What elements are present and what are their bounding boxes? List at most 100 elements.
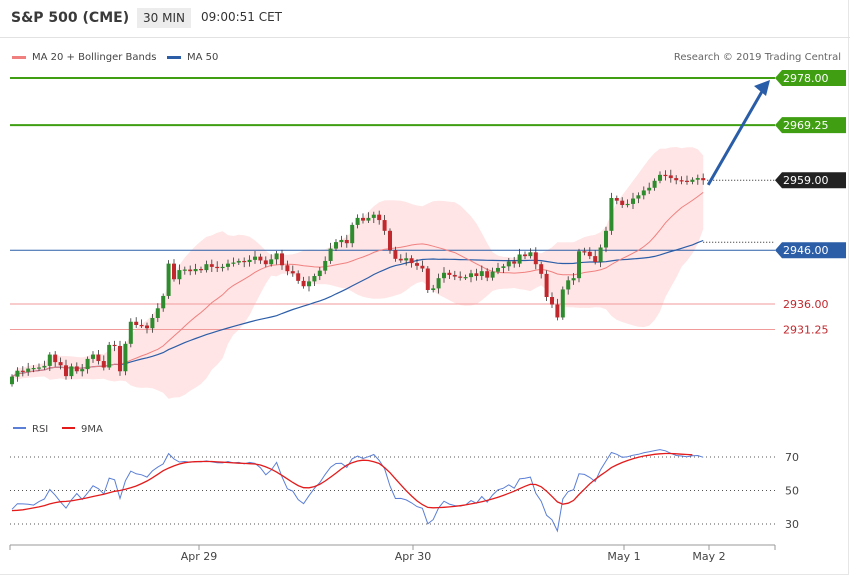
price-tag-bg bbox=[775, 117, 846, 134]
candle-body bbox=[188, 269, 193, 272]
candle-body bbox=[312, 276, 317, 282]
candle-body bbox=[150, 317, 155, 329]
price-tag-label: 2946.00 bbox=[783, 244, 829, 257]
candle-body bbox=[485, 271, 490, 278]
rsi-pane: RSI 9MA 70 50 30 bbox=[10, 424, 799, 533]
candle-body bbox=[26, 368, 31, 372]
rsi-line bbox=[11, 449, 704, 533]
candle-body bbox=[226, 263, 230, 267]
instrument-title: S&P 500 (CME) bbox=[11, 10, 130, 26]
legend-ma50: MA 50 bbox=[167, 52, 218, 63]
candle-body bbox=[685, 180, 689, 182]
candle-body bbox=[344, 239, 349, 244]
candle-body bbox=[166, 263, 171, 296]
candle-body bbox=[258, 256, 263, 261]
candle-body bbox=[463, 277, 468, 279]
candle-body bbox=[609, 197, 614, 231]
candle-body bbox=[571, 278, 576, 281]
projection-arrowhead bbox=[754, 80, 770, 96]
price-tag-support: 2931.25 bbox=[783, 324, 829, 337]
candle-body bbox=[425, 268, 430, 291]
chart-header: S&P 500 (CME) 30 MIN 09:00:51 CET bbox=[0, 0, 850, 37]
ma20-label: MA 20 + Bollinger Bands bbox=[32, 52, 157, 63]
candle-body bbox=[37, 367, 41, 369]
candle-body bbox=[371, 214, 376, 218]
candle-body bbox=[177, 270, 182, 280]
candle-body bbox=[91, 354, 95, 359]
candle-body bbox=[128, 321, 133, 344]
candle-body bbox=[577, 251, 581, 279]
price-tag-label: 2969.25 bbox=[783, 119, 829, 132]
rsi-tick-label: 70 bbox=[785, 451, 799, 464]
candle-body bbox=[204, 264, 209, 271]
candle-body bbox=[517, 254, 522, 264]
candle-body bbox=[80, 369, 85, 372]
candle-body bbox=[490, 271, 495, 278]
candle-body bbox=[20, 370, 25, 372]
candle-body bbox=[15, 370, 20, 377]
candle-body bbox=[301, 280, 306, 287]
candle-body bbox=[620, 200, 625, 205]
candle-body bbox=[377, 214, 382, 221]
candle-body bbox=[69, 366, 74, 377]
x-tick-label: Apr 29 bbox=[181, 550, 218, 563]
candle-body bbox=[280, 253, 284, 266]
candle-body bbox=[415, 263, 419, 266]
candle-body bbox=[506, 261, 511, 267]
price-tag-bg bbox=[775, 172, 846, 189]
candle-body bbox=[161, 295, 166, 309]
candle-body bbox=[58, 362, 63, 366]
candle-body bbox=[134, 321, 139, 325]
candle-body bbox=[393, 250, 398, 259]
rsi-ma-line bbox=[11, 452, 693, 512]
candle-body bbox=[631, 198, 635, 204]
price-tag-current: 2959.00 bbox=[775, 172, 846, 189]
x-tick-label: May 2 bbox=[692, 550, 725, 563]
candle-body bbox=[474, 273, 479, 277]
candle-body bbox=[296, 273, 301, 281]
candle-body bbox=[42, 365, 47, 368]
candle-body bbox=[409, 258, 414, 264]
interval-selector[interactable]: 30 MIN bbox=[137, 8, 191, 28]
candle-body bbox=[64, 365, 68, 377]
candle-body bbox=[523, 254, 527, 257]
x-tick-label: Apr 30 bbox=[395, 550, 432, 563]
candle-body bbox=[263, 260, 268, 265]
price-tag-label: 2978.00 bbox=[783, 72, 829, 85]
candle-body bbox=[501, 266, 506, 268]
candle-body bbox=[290, 271, 295, 274]
candle-body bbox=[85, 358, 90, 370]
candle-body bbox=[528, 252, 533, 257]
candle-body bbox=[652, 180, 657, 188]
candle-body bbox=[560, 289, 565, 318]
credit-text: Research © 2019 Trading Central bbox=[673, 52, 841, 63]
candle-body bbox=[598, 247, 603, 263]
candle-body bbox=[614, 197, 619, 201]
candle-body bbox=[668, 175, 673, 179]
price-tag-target: 2969.25 bbox=[775, 117, 846, 134]
candle-body bbox=[690, 179, 695, 182]
candle-body bbox=[469, 273, 473, 278]
ma20-swatch bbox=[12, 55, 26, 59]
candle-body bbox=[604, 230, 608, 248]
candle-body bbox=[139, 324, 144, 327]
candle-body bbox=[388, 230, 392, 251]
ma50-label: MA 50 bbox=[187, 52, 219, 63]
candle-body bbox=[172, 263, 176, 280]
candle-body bbox=[145, 325, 149, 329]
candle-body bbox=[31, 368, 36, 370]
candle-body bbox=[107, 344, 112, 368]
candle-body bbox=[10, 376, 14, 385]
candle-body bbox=[269, 259, 274, 265]
price-tag-label: 2931.25 bbox=[783, 324, 829, 337]
candle-body bbox=[674, 178, 679, 181]
candle-body bbox=[582, 251, 587, 253]
candle-body bbox=[382, 220, 387, 231]
candle-body bbox=[285, 265, 290, 272]
ma50-swatch bbox=[167, 55, 181, 59]
candle-body bbox=[458, 276, 463, 278]
rsi-legend-label: RSI bbox=[32, 424, 48, 435]
candle-body bbox=[555, 304, 560, 318]
candle-body bbox=[566, 280, 571, 290]
